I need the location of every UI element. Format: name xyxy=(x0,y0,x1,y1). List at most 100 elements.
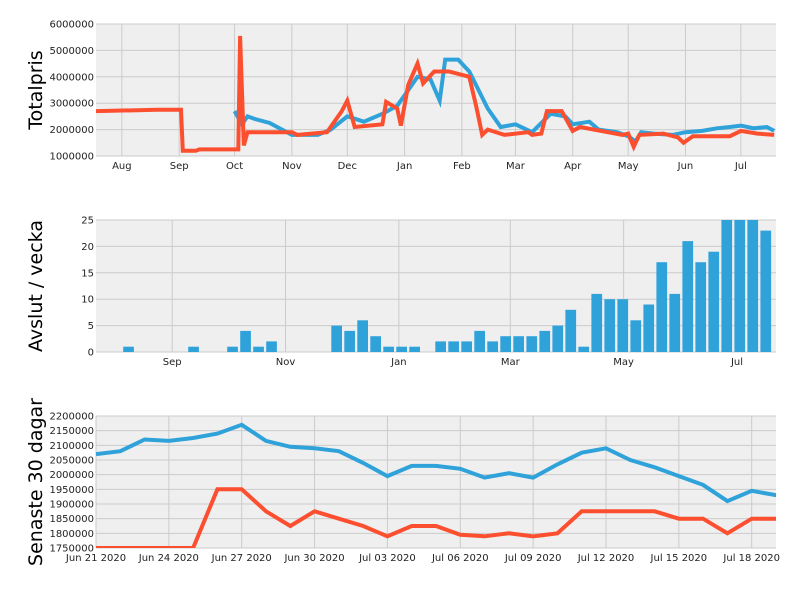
bar xyxy=(357,320,368,352)
x-tick-label: Jul 15 2020 xyxy=(650,553,708,564)
x-tick-label: Jun 27 2020 xyxy=(211,553,272,564)
x-tick-label: Apr xyxy=(564,161,582,172)
y-tick-label: 10 xyxy=(81,295,94,306)
bar xyxy=(227,346,238,352)
y-tick-label: 2050000 xyxy=(49,456,94,467)
y-tick-label: 4000000 xyxy=(49,72,94,83)
x-tick-label: Jun 30 2020 xyxy=(283,553,344,564)
bar xyxy=(708,251,720,352)
y-tick-label: 25 xyxy=(81,216,94,227)
bar xyxy=(461,341,472,352)
bar xyxy=(474,330,485,352)
bar xyxy=(123,346,134,352)
y-tick-label: 0 xyxy=(88,348,94,359)
x-tick-label: Jul 09 2020 xyxy=(504,553,562,564)
x-tick-label: Oct xyxy=(226,161,243,172)
bar xyxy=(513,336,524,352)
bar xyxy=(500,336,511,352)
x-tick-label: Sep xyxy=(163,357,182,368)
y-tick-label: 3000000 xyxy=(49,99,94,110)
x-tick-label: Nov xyxy=(276,357,296,368)
bar xyxy=(396,346,407,352)
x-tick-label: Mar xyxy=(506,161,526,172)
bar xyxy=(656,262,668,352)
y-axis-label: Totalpris xyxy=(25,50,47,130)
bar xyxy=(682,241,694,352)
x-tick-label: Mar xyxy=(501,357,521,368)
series-line-0 xyxy=(96,422,776,504)
bar xyxy=(266,341,277,352)
bar xyxy=(565,309,577,352)
x-tick-label: Jul xyxy=(730,357,743,368)
plot-marks xyxy=(123,220,772,352)
x-tick-label: Jan xyxy=(396,161,412,172)
bar xyxy=(630,320,642,352)
y-axis-label: Senaste 30 dagar xyxy=(25,398,47,566)
x-tick-label: Feb xyxy=(453,161,471,172)
y-tick-label: 5 xyxy=(88,321,94,332)
bar xyxy=(721,220,733,352)
y-tick-label: 1000000 xyxy=(49,152,94,163)
bar xyxy=(344,330,355,352)
bar xyxy=(734,220,746,352)
y-tick-label: 2150000 xyxy=(49,426,94,437)
bar xyxy=(435,341,446,352)
series-line-1 xyxy=(96,35,775,153)
y-tick-label: 15 xyxy=(81,268,94,279)
y-tick-label: 2000000 xyxy=(49,125,94,136)
x-tick-label: Dec xyxy=(338,161,357,172)
bar xyxy=(669,293,681,352)
senaste-30-dagar-panel: Jun 21 2020 Jun 24 2020 Jun 27 2020 Jun 30 … xyxy=(25,398,780,566)
totalpris-panel: Aug Sep Oct Nov Dec Jan Feb Mar Apr May Jun Jul 1000… xyxy=(25,20,776,172)
x-tick-label: Jul 03 2020 xyxy=(358,553,416,564)
bar xyxy=(695,262,707,352)
x-tick-label: Jul 12 2020 xyxy=(577,553,635,564)
bar xyxy=(448,341,459,352)
y-tick-label: 1900000 xyxy=(49,500,94,511)
y-tick-label: 5000000 xyxy=(49,46,94,57)
x-tick-label: Jul 06 2020 xyxy=(431,553,489,564)
avslut-per-vecka-panel: Sep Nov Jan Mar May Jul 0 5 10 15 20 25 Avslut / vec… xyxy=(25,216,776,368)
x-tick-label: Jul xyxy=(734,161,747,172)
bar xyxy=(526,336,538,352)
y-axis-label: Avslut / vecka xyxy=(25,220,47,352)
bar xyxy=(617,299,629,352)
bar xyxy=(539,330,551,352)
bar xyxy=(604,299,616,352)
y-tick-label: 2200000 xyxy=(49,412,94,423)
y-tick-label: 1850000 xyxy=(49,514,94,525)
series-line-1 xyxy=(96,487,776,548)
bar xyxy=(240,330,251,352)
x-tick-label: Jun 24 2020 xyxy=(138,553,199,564)
bar xyxy=(760,230,772,352)
bar xyxy=(370,336,381,352)
bar xyxy=(188,346,199,352)
y-tick-label: 2000000 xyxy=(49,470,94,481)
y-tick-label: 20 xyxy=(81,242,94,253)
x-tick-label: Aug xyxy=(112,161,132,172)
x-tick-label: Jul 18 2020 xyxy=(722,553,780,564)
bar xyxy=(552,325,564,352)
x-tick-label: Jun 21 2020 xyxy=(65,553,126,564)
y-tick-label: 1950000 xyxy=(49,485,94,496)
y-tick-label: 2100000 xyxy=(49,441,94,452)
bar xyxy=(253,346,264,352)
bar xyxy=(578,346,590,352)
x-tick-label: May xyxy=(618,161,639,172)
plot-marks xyxy=(96,422,776,548)
x-tick-label: Jun xyxy=(677,161,694,172)
bar xyxy=(383,346,394,352)
bar xyxy=(643,304,655,352)
x-tick-label: Jan xyxy=(390,357,406,368)
y-tick-label: 1800000 xyxy=(49,529,94,540)
bar xyxy=(487,341,498,352)
y-tick-label: 1750000 xyxy=(49,544,94,555)
bar xyxy=(409,346,420,352)
x-tick-label: May xyxy=(613,357,634,368)
x-tick-label: Nov xyxy=(282,161,302,172)
plot-marks xyxy=(96,35,776,153)
x-tick-label: Sep xyxy=(170,161,189,172)
bar xyxy=(331,325,342,352)
bar xyxy=(591,293,603,352)
